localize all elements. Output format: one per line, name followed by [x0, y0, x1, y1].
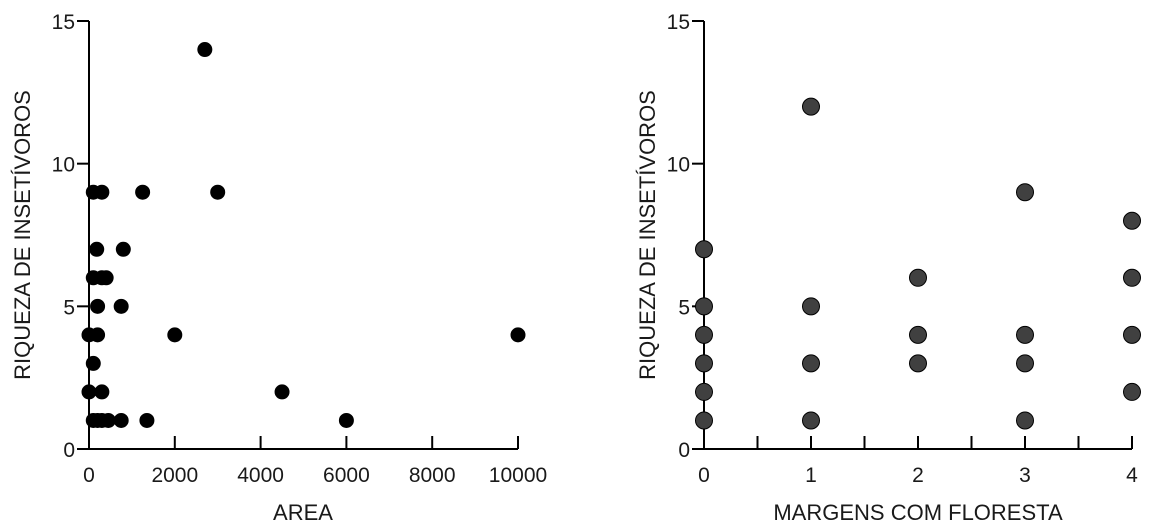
left-data-point [274, 384, 290, 400]
area-scatter-panel: RIQUEZA DE INSETÍVOROS AREA 0 5 10 15 0 2000 4… [10, 11, 547, 525]
right-data-point [1123, 382, 1141, 401]
left-y-tick-label: 0 [63, 439, 75, 462]
right-data-point [909, 268, 927, 287]
right-y-tick-label: 5 [678, 296, 690, 319]
right-data-point [1123, 211, 1141, 230]
left-data-point [94, 384, 110, 400]
right-ticks: 0 5 10 15 0 1 2 3 4 [667, 11, 1139, 487]
left-data-point [90, 327, 106, 343]
right-x-tick-label: 2 [912, 464, 924, 487]
left-x-tick-label: 0 [83, 464, 95, 487]
right-x-tick-label: 0 [698, 464, 710, 487]
left-data-point [94, 184, 110, 200]
left-data-point [100, 412, 116, 428]
left-points [81, 42, 526, 428]
right-data-point [909, 354, 927, 373]
left-data-point [113, 412, 129, 428]
left-x-tick-label: 10000 [489, 464, 547, 487]
left-data-point [90, 298, 106, 314]
left-data-point [135, 184, 151, 200]
margins-scatter-panel: RIQUEZA DE INSETÍVOROS MARGENS COM FLORE… [635, 11, 1141, 525]
right-data-point [1016, 411, 1034, 430]
right-data-point [1123, 268, 1141, 287]
left-y-tick-label: 10 [52, 154, 75, 177]
left-x-tick-label: 8000 [409, 464, 456, 487]
right-y-tick-label: 10 [667, 154, 690, 177]
right-x-tick-label: 4 [1126, 464, 1138, 487]
right-y-axis-title: RIQUEZA DE INSETÍVOROS [635, 90, 660, 380]
left-x-tick-label: 6000 [323, 464, 370, 487]
left-data-point [98, 270, 114, 286]
left-data-point [338, 412, 354, 428]
right-data-point [695, 354, 713, 373]
right-x-tick-label: 1 [805, 464, 817, 487]
left-data-point [81, 384, 97, 400]
left-x-tick-label: 4000 [237, 464, 284, 487]
right-data-point [695, 325, 713, 344]
right-data-point [695, 382, 713, 401]
right-data-point [1123, 325, 1141, 344]
left-data-point [210, 184, 226, 200]
left-data-point [510, 327, 526, 343]
right-x-tick-label: 3 [1019, 464, 1031, 487]
left-data-point [85, 355, 101, 371]
right-data-point [1016, 325, 1034, 344]
right-y-tick-label: 0 [678, 439, 690, 462]
left-data-point [89, 241, 105, 257]
right-x-axis-title: MARGENS COM FLORESTA [773, 500, 1063, 525]
right-data-point [802, 97, 820, 116]
left-y-axis-title: RIQUEZA DE INSETÍVOROS [10, 90, 35, 380]
right-data-point [909, 325, 927, 344]
right-data-point [1016, 183, 1034, 202]
right-data-point [1016, 354, 1034, 373]
right-points [695, 97, 1141, 430]
left-data-point [167, 327, 183, 343]
right-data-point [802, 297, 820, 316]
left-data-point [115, 241, 131, 257]
left-data-point [139, 412, 155, 428]
right-data-point [802, 354, 820, 373]
right-data-point [695, 297, 713, 316]
left-data-point [113, 298, 129, 314]
right-data-point [695, 411, 713, 430]
right-y-tick-label: 15 [667, 11, 690, 34]
right-data-point [695, 240, 713, 259]
right-data-point [802, 411, 820, 430]
left-x-axis-title: AREA [273, 500, 333, 525]
left-y-tick-label: 5 [63, 296, 75, 319]
left-x-tick-label: 2000 [151, 464, 198, 487]
left-data-point [197, 42, 213, 58]
left-ticks: 0 5 10 15 0 2000 4000 6000 8000 10000 [52, 11, 548, 487]
left-y-tick-label: 15 [52, 11, 75, 34]
